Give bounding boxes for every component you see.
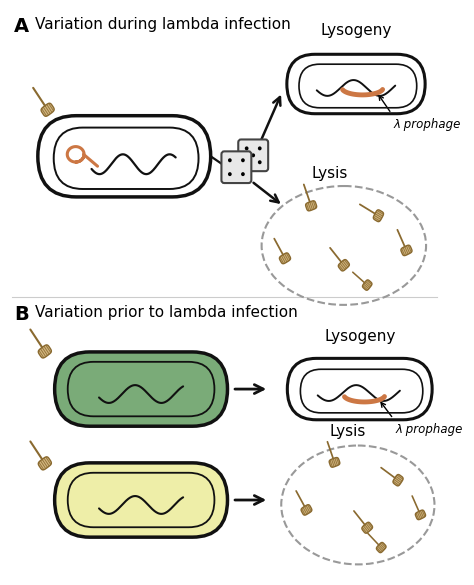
Text: λ prophage: λ prophage bbox=[395, 423, 463, 436]
Polygon shape bbox=[38, 457, 51, 470]
Polygon shape bbox=[41, 103, 54, 116]
Circle shape bbox=[241, 159, 245, 162]
FancyBboxPatch shape bbox=[38, 116, 210, 197]
Polygon shape bbox=[415, 510, 426, 519]
Circle shape bbox=[258, 160, 262, 164]
FancyBboxPatch shape bbox=[221, 152, 251, 183]
Text: λ prophage: λ prophage bbox=[393, 118, 461, 130]
Text: Variation prior to lambda infection: Variation prior to lambda infection bbox=[36, 305, 298, 320]
Circle shape bbox=[228, 172, 232, 176]
Circle shape bbox=[258, 146, 262, 150]
FancyBboxPatch shape bbox=[287, 359, 432, 420]
Polygon shape bbox=[301, 505, 312, 515]
Polygon shape bbox=[38, 345, 51, 358]
Circle shape bbox=[245, 146, 248, 150]
Polygon shape bbox=[401, 245, 412, 256]
FancyBboxPatch shape bbox=[238, 139, 268, 171]
Text: Lysogeny: Lysogeny bbox=[320, 23, 392, 39]
Circle shape bbox=[228, 159, 232, 162]
Text: A: A bbox=[14, 16, 29, 36]
Circle shape bbox=[251, 153, 255, 157]
Circle shape bbox=[241, 172, 245, 176]
Polygon shape bbox=[329, 457, 340, 467]
Text: B: B bbox=[14, 305, 29, 324]
Polygon shape bbox=[374, 210, 383, 222]
FancyBboxPatch shape bbox=[55, 463, 228, 537]
Circle shape bbox=[245, 160, 248, 164]
Polygon shape bbox=[338, 260, 349, 271]
Text: Lysis: Lysis bbox=[311, 166, 347, 181]
FancyBboxPatch shape bbox=[287, 54, 425, 113]
Polygon shape bbox=[279, 253, 291, 264]
Polygon shape bbox=[306, 201, 317, 211]
Polygon shape bbox=[363, 280, 372, 290]
Text: Lysogeny: Lysogeny bbox=[324, 329, 395, 343]
FancyBboxPatch shape bbox=[55, 352, 228, 426]
Polygon shape bbox=[376, 542, 386, 553]
Text: Variation during lambda infection: Variation during lambda infection bbox=[36, 16, 291, 32]
Text: Lysis: Lysis bbox=[330, 424, 366, 439]
Polygon shape bbox=[362, 522, 373, 533]
Polygon shape bbox=[393, 474, 403, 486]
